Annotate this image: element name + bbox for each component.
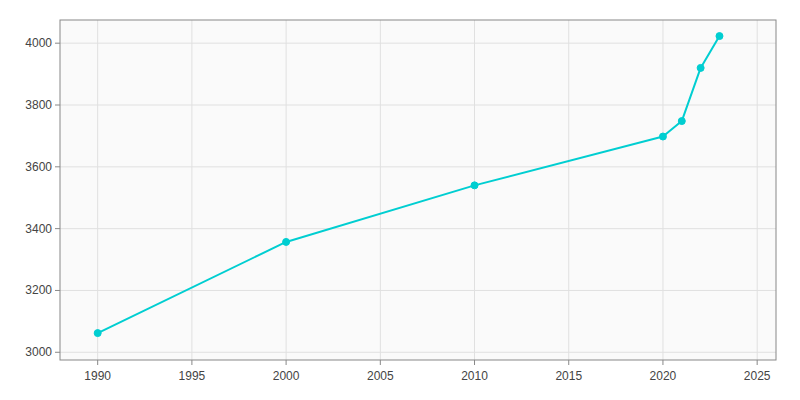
x-grid-line: [568, 20, 569, 360]
y-tick-label: 3000: [25, 345, 52, 359]
point: [697, 64, 704, 71]
line: [98, 36, 720, 333]
point: [283, 238, 290, 245]
series: [94, 33, 723, 337]
y-tick: [55, 228, 60, 229]
y-tick-label: 3200: [25, 283, 52, 297]
x-tick-label: 2025: [744, 369, 771, 383]
y-grid-line: [60, 166, 776, 167]
y-tick-label: 4000: [25, 36, 52, 50]
x-tick-label: 2000: [273, 369, 300, 383]
x-tick-label: 2020: [650, 369, 677, 383]
y-grid-line: [60, 352, 776, 353]
y-tick-label: 3400: [25, 222, 52, 236]
plot-frame: [60, 20, 776, 360]
x-tick-label: 1995: [179, 369, 206, 383]
x-tick: [474, 360, 475, 365]
x-tick-label: 2010: [461, 369, 488, 383]
x-tick-label: 1990: [84, 369, 111, 383]
point: [716, 33, 723, 40]
x-tick: [568, 360, 569, 365]
point: [659, 133, 666, 140]
grid: [60, 20, 776, 360]
x-grid-line: [97, 20, 98, 360]
x-tick: [757, 360, 758, 365]
x-grid-line: [286, 20, 287, 360]
y-tick: [55, 290, 60, 291]
y-tick: [55, 43, 60, 44]
point: [678, 118, 685, 125]
tick-labels: 1990 1995 2000 2005 2010 2015 2020 2025 3000 3200…: [25, 36, 771, 383]
x-grid-line: [380, 20, 381, 360]
y-tick: [55, 352, 60, 353]
x-grid-line: [757, 20, 758, 360]
point: [94, 330, 101, 337]
y-tick: [55, 105, 60, 106]
x-tick-label: 2015: [555, 369, 582, 383]
x-tick: [191, 360, 192, 365]
chart: 1990 1995 2000 2005 2010 2015 2020 2025 3000 3200…: [0, 0, 800, 400]
plot-area: [60, 20, 776, 360]
x-grid-line: [191, 20, 192, 360]
y-tick-label: 3600: [25, 160, 52, 174]
point: [471, 182, 478, 189]
y-grid-line: [60, 290, 776, 291]
y-grid-line: [60, 43, 776, 44]
x-grid-line: [662, 20, 663, 360]
x-tick: [662, 360, 663, 365]
x-tick-label: 2005: [367, 369, 394, 383]
y-tick-label: 3800: [25, 98, 52, 112]
y-grid-line: [60, 228, 776, 229]
x-tick: [97, 360, 98, 365]
y-tick: [55, 166, 60, 167]
x-grid-line: [474, 20, 475, 360]
page: {"chart_data": {"type": "line", "x": [19…: [0, 0, 800, 400]
x-tick: [380, 360, 381, 365]
x-tick: [286, 360, 287, 365]
y-grid-line: [60, 105, 776, 106]
